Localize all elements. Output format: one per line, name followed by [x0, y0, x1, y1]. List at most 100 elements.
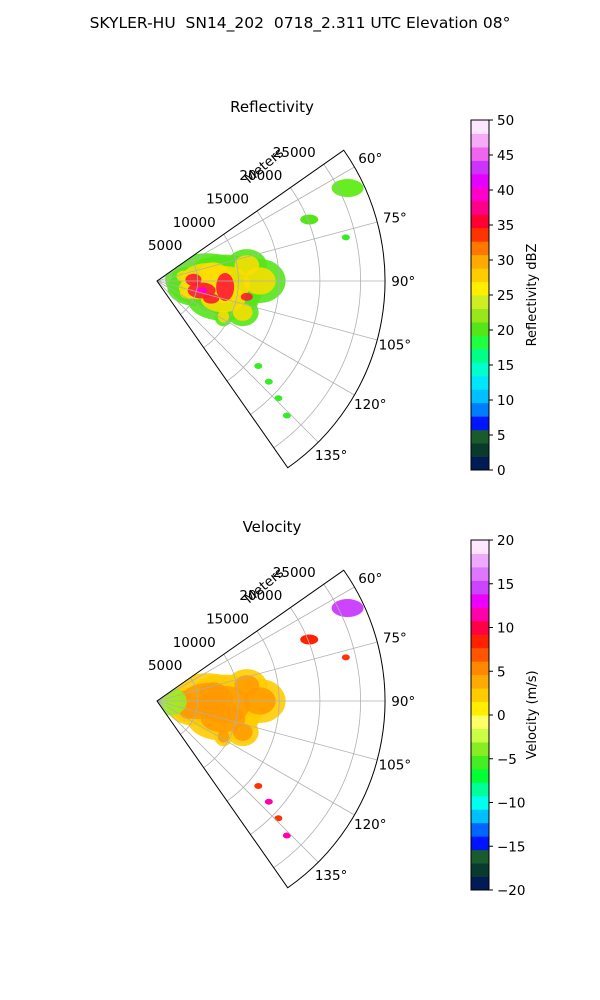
echo-region	[199, 682, 227, 700]
angle-tick-label: 135°	[315, 448, 348, 464]
colorbar: −20 −15 −10 −5 0 5 10 15 20 Velocity (m/s)	[470, 533, 540, 899]
colorbar-swatch	[471, 593, 489, 608]
echo-region	[217, 730, 230, 743]
range-gridline	[273, 584, 361, 869]
colorbar-tick-label: 20	[497, 533, 514, 549]
colorbar-swatch	[471, 566, 489, 581]
figure-title: SKYLER-HU SN14_202 0718_2.311 UTC Elevat…	[89, 14, 511, 32]
angle-tick-label: 60°	[358, 571, 382, 587]
colorbar-swatch	[471, 321, 489, 336]
angle-tick-label: 105°	[379, 338, 412, 354]
range-gridline	[250, 607, 321, 835]
angle-tick-label: 105°	[379, 758, 412, 774]
echo-region	[300, 214, 319, 225]
colorbar-tick-label: −20	[497, 883, 526, 899]
range-gridline	[226, 210, 280, 382]
echo-core	[216, 272, 235, 301]
echo-cell	[264, 378, 273, 385]
colorbar-tick-label: 5	[497, 664, 506, 680]
colorbar-swatch	[471, 795, 489, 810]
azimuth-gridline	[156, 166, 355, 282]
angle-tick-label: 60°	[358, 151, 382, 167]
colorbar-tick-label: 40	[497, 183, 514, 199]
colorbar-swatch	[471, 688, 489, 703]
colorbar-swatch	[471, 214, 489, 229]
colorbar-swatch	[471, 200, 489, 215]
colorbar-tick-label: 35	[497, 218, 514, 234]
azimuth-gridline	[156, 280, 378, 341]
angle-tick-label: 120°	[354, 397, 387, 413]
wedge-frame	[156, 569, 386, 889]
echo-core	[203, 293, 220, 304]
range-gridline	[203, 654, 239, 769]
colorbar-swatch	[471, 661, 489, 676]
range-gridline	[273, 164, 361, 449]
panel-title: Velocity	[243, 518, 302, 536]
colorbar-swatch	[471, 836, 489, 851]
echo-region	[331, 179, 364, 198]
colorbar-swatch	[471, 540, 489, 554]
colorbar-swatch	[471, 741, 489, 756]
colorbar-tick-label: 15	[497, 358, 514, 374]
colorbar-swatch	[471, 241, 489, 256]
radial-tick-label: 10000	[173, 635, 216, 651]
colorbar-swatch	[471, 715, 489, 729]
angle-tick-label: 90°	[391, 274, 415, 290]
angle-tick-label: 135°	[315, 868, 348, 884]
echo-region	[234, 675, 260, 696]
colorbar-swatch	[471, 348, 489, 363]
echo-cell	[254, 783, 263, 790]
colorbar-swatch	[471, 416, 489, 431]
echo-region	[232, 723, 253, 741]
radial-tick-label: 10000	[173, 215, 216, 231]
colorbar-tick-label: 0	[497, 463, 506, 479]
echo-cell	[274, 815, 283, 822]
colorbar-swatch	[471, 187, 489, 202]
colorbar-swatch	[471, 120, 489, 134]
echo-region	[300, 634, 319, 645]
colorbar-label: Velocity (m/s)	[525, 670, 540, 759]
colorbar-swatch	[471, 607, 489, 622]
azimuth-gridline	[156, 280, 319, 443]
echo-cell	[341, 234, 350, 241]
echo-region	[234, 255, 260, 276]
radial-tick-label: 20000	[239, 168, 282, 184]
colorbar-tick-label: 15	[497, 577, 514, 593]
colorbar-swatch	[471, 335, 489, 350]
colorbar-tick-label: 10	[497, 393, 514, 409]
colorbar-swatch	[471, 295, 489, 309]
colorbar-tick-label: 5	[497, 428, 506, 444]
radial-tick-label: 25000	[273, 145, 316, 161]
colorbar-swatch	[471, 443, 489, 458]
radial-tick-label: 20000	[239, 588, 282, 604]
colorbar-tick-label: −10	[497, 796, 526, 812]
echo-cell	[341, 654, 350, 661]
reflectivity-panel: Reflectivity500010000150002000025000Mete…	[148, 98, 540, 479]
range-gridline	[203, 234, 239, 349]
echo-cell	[282, 412, 291, 419]
colorbar-swatch	[471, 674, 489, 689]
echo-core	[185, 273, 202, 286]
colorbar-swatch	[471, 647, 489, 662]
colorbar-swatch	[471, 268, 489, 283]
colorbar-tick-label: 0	[497, 708, 506, 724]
angle-tick-label: 120°	[354, 817, 387, 833]
azimuth-gridline	[156, 221, 378, 282]
colorbar-label: Reflectivity dBZ	[525, 244, 540, 347]
colorbar-swatch	[471, 634, 489, 649]
colorbar-swatch	[471, 160, 489, 175]
colorbar-swatch	[471, 782, 489, 797]
colorbar-swatch	[471, 227, 489, 242]
echo-core	[240, 292, 253, 301]
colorbar-tick-label: 25	[497, 288, 514, 304]
colorbar-swatch	[471, 620, 489, 635]
colorbar-swatch	[471, 375, 489, 390]
radar-echo-field	[157, 599, 364, 839]
colorbar-swatch	[471, 809, 489, 824]
colorbar-swatch	[471, 281, 489, 296]
range-gridline	[226, 630, 280, 802]
colorbar-swatch	[471, 173, 489, 188]
azimuth-gridline	[156, 700, 355, 816]
